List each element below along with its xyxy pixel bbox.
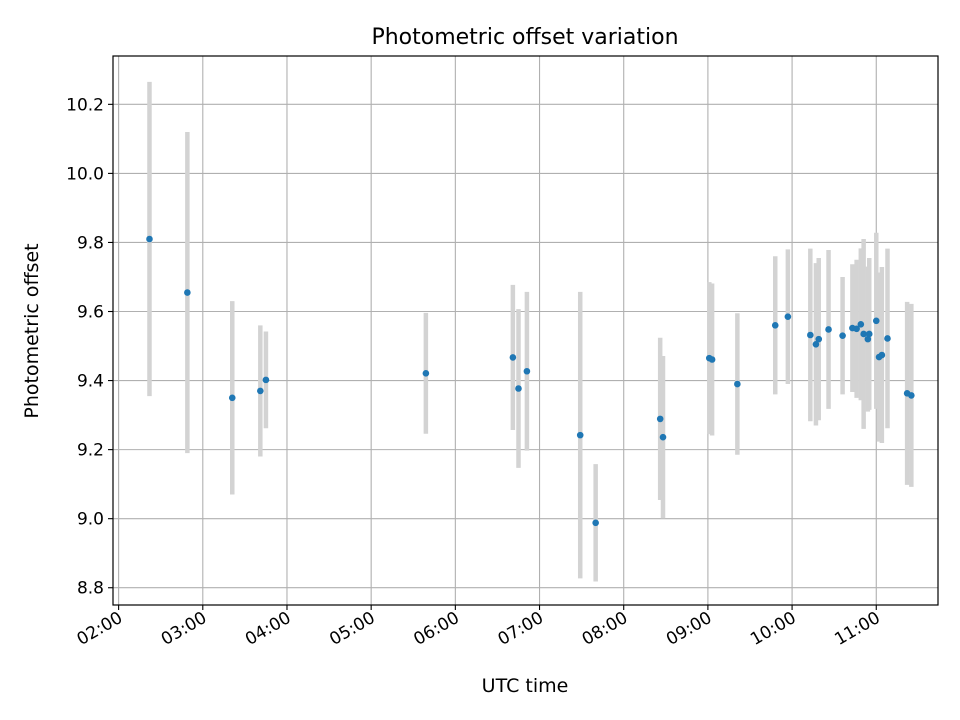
data-point xyxy=(659,433,667,441)
x-tick-label: 11:00 xyxy=(831,608,883,650)
chart-title: Photometric offset variation xyxy=(371,25,678,50)
data-point xyxy=(184,289,191,296)
data-point xyxy=(864,335,872,343)
data-point xyxy=(515,385,522,392)
error-bars xyxy=(147,81,914,582)
data-point xyxy=(815,335,823,343)
data-point xyxy=(771,322,779,329)
x-tick-label: 10:00 xyxy=(747,608,799,650)
data-point xyxy=(860,330,867,338)
data-point xyxy=(523,367,531,375)
x-tick-label: 04:00 xyxy=(242,608,294,650)
data-point xyxy=(708,356,716,363)
data-point xyxy=(872,317,880,325)
data-point xyxy=(592,519,599,527)
x-tick-label: 08:00 xyxy=(579,608,631,650)
data-point xyxy=(839,332,846,339)
y-tick-label: 9.4 xyxy=(77,372,104,392)
data-point xyxy=(857,320,865,328)
data-point xyxy=(262,376,270,384)
data-point xyxy=(825,326,832,333)
y-axis-label: Photometric offset xyxy=(21,243,43,418)
data-point xyxy=(784,313,792,320)
data-points xyxy=(146,235,915,527)
y-tick-label: 10.2 xyxy=(66,95,104,115)
data-point xyxy=(257,387,264,395)
y-tick-label: 9.2 xyxy=(77,441,104,461)
data-point xyxy=(812,341,820,348)
data-point xyxy=(146,235,153,243)
y-tick-label: 9.8 xyxy=(77,233,104,253)
y-tick-label: 10.0 xyxy=(66,164,104,184)
data-point xyxy=(878,351,886,359)
x-tick-label: 07:00 xyxy=(495,608,547,650)
data-point xyxy=(228,394,236,402)
x-tick-label: 09:00 xyxy=(663,608,715,650)
y-tick-label: 9.0 xyxy=(77,510,104,530)
x-axis-label: UTC time xyxy=(482,675,569,697)
data-point xyxy=(865,330,873,338)
plot-area-frame xyxy=(112,55,939,606)
data-point xyxy=(807,331,814,339)
x-tick-label: 03:00 xyxy=(158,608,210,650)
y-tick-label: 9.6 xyxy=(77,303,104,323)
x-tick-label: 05:00 xyxy=(326,608,378,650)
data-point xyxy=(656,415,664,423)
data-point xyxy=(509,354,517,361)
data-point xyxy=(576,431,584,439)
data-point xyxy=(853,325,860,333)
y-tick-label: 8.8 xyxy=(77,579,104,599)
data-point xyxy=(734,380,741,388)
data-point xyxy=(422,370,430,377)
data-point xyxy=(908,392,915,399)
data-point xyxy=(884,335,891,342)
x-tick-label: 06:00 xyxy=(410,608,462,650)
x-tick-label: 02:00 xyxy=(74,608,126,650)
